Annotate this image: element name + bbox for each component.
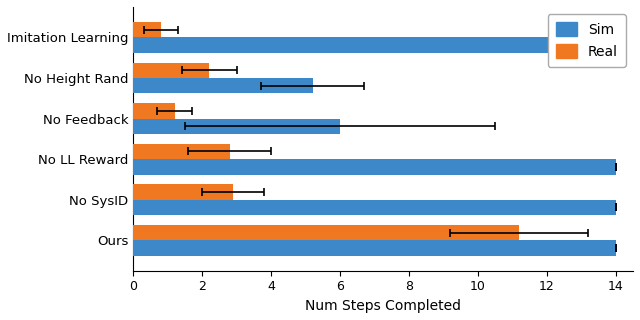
Bar (133, 184, 233, 200)
Bar (133, 22, 161, 37)
X-axis label: Num Steps Completed: Num Steps Completed (305, 299, 461, 313)
Legend: Sim, Real: Sim, Real (547, 14, 626, 67)
Bar (133, 225, 519, 240)
Bar (133, 144, 230, 159)
Bar (133, 78, 312, 93)
Bar (133, 240, 616, 256)
Bar (133, 103, 175, 119)
Bar (133, 159, 616, 175)
Bar (133, 37, 616, 53)
Bar (133, 119, 340, 134)
Bar (133, 62, 209, 78)
Bar (133, 200, 616, 215)
